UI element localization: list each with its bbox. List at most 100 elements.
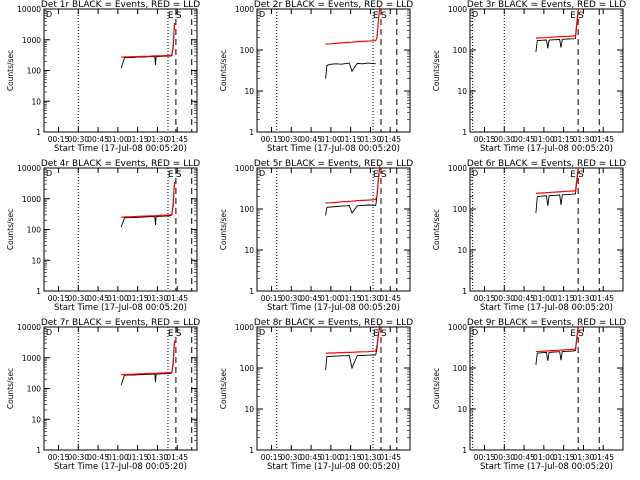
- y-axis-label: Counts/sec: [432, 368, 441, 409]
- y-tick-label: 1: [462, 128, 467, 137]
- x-tick-label: 00:15: [48, 453, 70, 462]
- y-tick-label: 10: [457, 87, 467, 96]
- y-tick-label: 1000: [235, 5, 254, 14]
- x-tick-label: 01:30: [573, 135, 595, 144]
- series-lld-line: [325, 166, 381, 204]
- y-tick-label: 100: [27, 67, 42, 76]
- x-tick-label: 01:45: [379, 453, 401, 462]
- y-tick-label: 10: [457, 246, 467, 255]
- corner-label: D: [46, 169, 52, 178]
- plot-frame: [256, 326, 411, 451]
- marker-label-s: S: [578, 329, 584, 339]
- x-tick-label: 01:15: [127, 135, 149, 144]
- x-tick-label: 01:30: [360, 294, 382, 303]
- corner-label: D: [259, 169, 265, 178]
- x-tick-label: 00:15: [261, 294, 283, 303]
- x-tick-label: 01:15: [340, 135, 362, 144]
- x-tick-label: 01:45: [166, 294, 188, 303]
- x-tick-label: 01:30: [573, 453, 595, 462]
- x-tick-label: 01:30: [147, 294, 169, 303]
- y-axis-label: Counts/sec: [6, 50, 15, 91]
- x-tick-label: 01:45: [166, 453, 188, 462]
- marker-label-s: S: [381, 11, 387, 21]
- x-axis-label: Start Time (17-Jul-08 00:05:20): [54, 303, 187, 313]
- y-tick-label: 1: [36, 128, 41, 137]
- y-axis-label: Counts/sec: [6, 368, 15, 409]
- y-tick-label: 10: [31, 97, 41, 106]
- panel-title: Det 5r BLACK = Events, RED = LLD: [254, 159, 413, 169]
- x-tick-label: 00:15: [261, 453, 283, 462]
- y-tick-label: 1000: [235, 323, 254, 332]
- series-events-line: [325, 62, 376, 79]
- marker-label-e: E: [373, 329, 379, 339]
- plot-frame: [256, 167, 411, 292]
- series-lld-line: [535, 8, 579, 39]
- panel-title: Det 4r BLACK = Events, RED = LLD: [41, 159, 200, 169]
- corner-label: D: [259, 328, 265, 337]
- x-tick-label: 00:30: [280, 294, 302, 303]
- corner-label: D: [46, 328, 52, 337]
- marker-label-s: S: [578, 170, 584, 180]
- x-tick-label: 00:30: [67, 135, 89, 144]
- marker-label-e: E: [570, 329, 576, 339]
- x-axis-label: Start Time (17-Jul-08 00:05:20): [267, 303, 400, 313]
- y-tick-label: 100: [453, 205, 468, 214]
- x-tick-label: 01:00: [320, 294, 342, 303]
- x-axis-label: Start Time (17-Jul-08 00:05:20): [267, 144, 400, 154]
- x-tick-label: 01:00: [533, 135, 555, 144]
- y-tick-label: 10: [244, 246, 254, 255]
- x-tick-label: 01:00: [533, 453, 555, 462]
- y-axis-label: Counts/sec: [432, 50, 441, 91]
- y-tick-label: 1: [249, 446, 254, 455]
- x-tick-label: 00:45: [87, 135, 109, 144]
- x-axis-label: Start Time (17-Jul-08 00:05:20): [480, 462, 613, 472]
- x-tick-label: 00:30: [280, 135, 302, 144]
- y-tick-label: 1: [462, 446, 467, 455]
- marker-label-s: S: [176, 11, 182, 21]
- x-tick-label: 00:45: [87, 453, 109, 462]
- marker-label-e: E: [168, 11, 174, 21]
- y-tick-label: 1: [462, 287, 467, 296]
- marker-label-s: S: [176, 170, 182, 180]
- x-tick-label: 01:00: [107, 453, 129, 462]
- x-tick-label: 01:30: [360, 135, 382, 144]
- y-tick-label: 100: [453, 364, 468, 373]
- y-tick-label: 10000: [17, 323, 41, 332]
- marker-label-s: S: [176, 329, 182, 339]
- x-tick-label: 01:15: [553, 135, 575, 144]
- y-tick-label: 100: [453, 46, 468, 55]
- plot-frame: [469, 8, 624, 133]
- x-tick-label: 00:15: [474, 453, 496, 462]
- series-events-line: [535, 168, 579, 214]
- marker-label-s: S: [578, 11, 584, 21]
- marker-label-e: E: [168, 170, 174, 180]
- x-tick-label: 01:30: [573, 294, 595, 303]
- y-tick-label: 1000: [448, 5, 467, 14]
- x-tick-label: 01:45: [592, 135, 614, 144]
- panel-title: Det 3r BLACK = Events, RED = LLD: [467, 0, 626, 10]
- x-tick-label: 01:00: [320, 453, 342, 462]
- x-tick-label: 01:15: [127, 294, 149, 303]
- x-tick-label: 00:15: [261, 135, 283, 144]
- panel-title: Det 1r BLACK = Events, RED = LLD: [41, 0, 200, 10]
- corner-label: D: [259, 10, 265, 19]
- x-tick-label: 01:00: [320, 135, 342, 144]
- series-lld-line: [535, 326, 579, 353]
- panel-title: Det 2r BLACK = Events, RED = LLD: [254, 0, 413, 10]
- panel-title: Det 8r BLACK = Events, RED = LLD: [254, 318, 413, 328]
- y-tick-label: 1: [36, 287, 41, 296]
- marker-label-e: E: [570, 170, 576, 180]
- series-events-line: [325, 326, 381, 370]
- series-events-line: [120, 183, 176, 228]
- x-tick-label: 00:30: [493, 453, 515, 462]
- x-axis-label: Start Time (17-Jul-08 00:05:20): [480, 144, 613, 154]
- panel-title: Det 9r BLACK = Events, RED = LLD: [467, 318, 626, 328]
- y-tick-label: 1: [249, 287, 254, 296]
